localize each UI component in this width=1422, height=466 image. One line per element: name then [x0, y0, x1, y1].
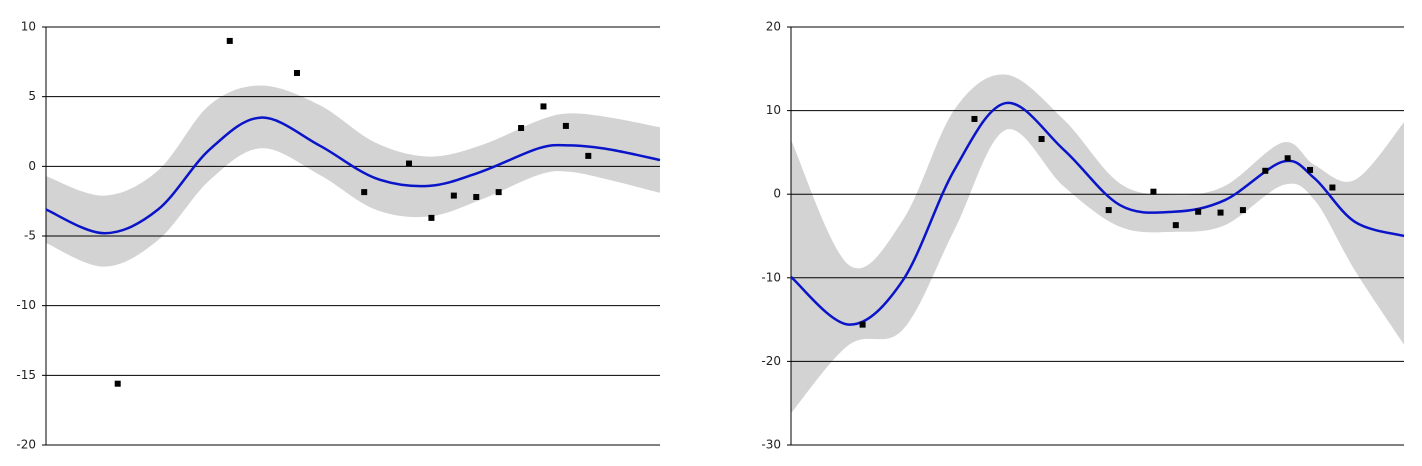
- fit-line: [790, 101, 1405, 326]
- y-tick-label: -10: [761, 270, 781, 284]
- data-point: [1172, 222, 1179, 229]
- data-point: [1105, 207, 1112, 214]
- data-point: [495, 189, 502, 196]
- data-point: [1329, 184, 1336, 191]
- data-point: [406, 160, 413, 167]
- y-tick-label: -20: [761, 354, 781, 368]
- y-tick-label: 0: [773, 187, 781, 201]
- data-point: [971, 115, 978, 122]
- data-point: [859, 321, 866, 328]
- data-point: [1038, 136, 1045, 143]
- y-tick-label: -20: [16, 438, 36, 452]
- data-point: [1195, 208, 1202, 215]
- data-point: [361, 189, 368, 196]
- data-point: [585, 152, 592, 159]
- data-point: [114, 380, 121, 387]
- data-point: [1150, 188, 1157, 195]
- data-point: [1307, 166, 1314, 173]
- data-point: [473, 193, 480, 200]
- data-point: [1217, 209, 1224, 216]
- data-point: [293, 69, 300, 76]
- y-tick-label: 10: [21, 20, 36, 34]
- y-tick-label: -5: [24, 229, 36, 243]
- y-tick-label: 20: [766, 20, 781, 34]
- fit-line: [45, 116, 661, 235]
- data-point: [518, 125, 525, 132]
- data-point: [1284, 155, 1291, 162]
- y-tick-label: 10: [766, 103, 781, 117]
- data-point: [428, 214, 435, 221]
- data-point: [1262, 167, 1269, 174]
- y-tick-label: 5: [28, 89, 36, 103]
- y-tick-label: -30: [761, 438, 781, 452]
- data-point: [226, 37, 233, 44]
- y-tick-label: -10: [16, 298, 36, 312]
- data-point: [540, 103, 547, 110]
- data-point: [450, 192, 457, 199]
- y-tick-label: -15: [16, 368, 36, 382]
- confidence-band: [46, 85, 660, 267]
- confidence-band: [791, 74, 1404, 414]
- y-tick-label: 0: [28, 159, 36, 173]
- data-point: [562, 122, 569, 129]
- data-point: [1239, 207, 1246, 214]
